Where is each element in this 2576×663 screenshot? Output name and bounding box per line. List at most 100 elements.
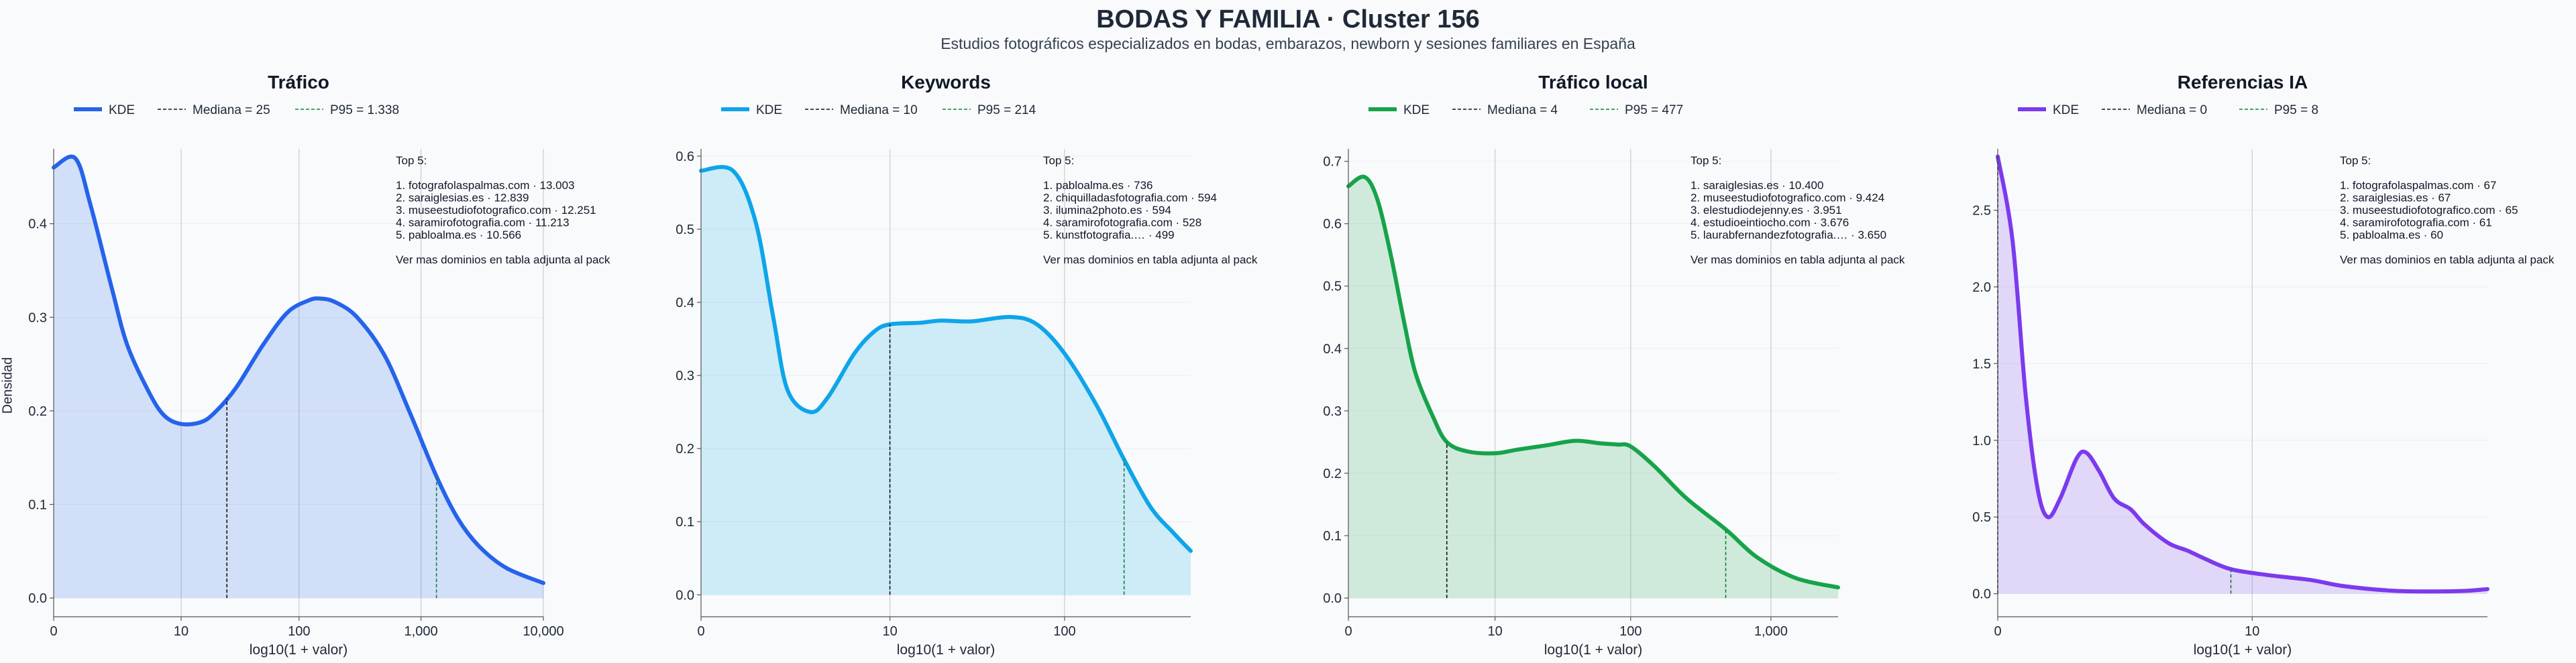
annotation-line: 4. saramirofotografia.com · 61 bbox=[2340, 217, 2492, 229]
y-tick-label: 0.4 bbox=[676, 296, 694, 310]
x-tick-label: 10 bbox=[1487, 624, 1502, 639]
y-tick-label: 0.4 bbox=[28, 217, 47, 232]
kde-area bbox=[54, 156, 543, 599]
legend: KDE Mediana = 0 P95 = 8 bbox=[2018, 103, 2318, 117]
x-axis-label: log10(1 + valor) bbox=[897, 642, 996, 658]
annotation-line: 3. museestudiofotografico.com · 12.251 bbox=[396, 204, 596, 217]
kde-area bbox=[1998, 156, 2487, 594]
annotation-line: Top 5: bbox=[1043, 154, 1074, 167]
kde-line bbox=[1346, 174, 1840, 590]
annotation-line: Ver mas dominios en tabla adjunta al pac… bbox=[2340, 253, 2555, 266]
x-tick-label: 10,000 bbox=[523, 624, 564, 639]
y-tick-label: 0.7 bbox=[1323, 155, 1342, 170]
annotation-line: 1. pabloalma.es · 736 bbox=[1043, 179, 1153, 192]
annotation-line: 5. pabloalma.es · 60 bbox=[2340, 229, 2443, 241]
x-axis-label: log10(1 + valor) bbox=[250, 642, 348, 658]
x-tick-label: 10 bbox=[174, 624, 189, 639]
y-tick-label: 0.1 bbox=[1323, 529, 1342, 544]
annotation-line: Ver mas dominios en tabla adjunta al pac… bbox=[396, 253, 610, 266]
x-tick-label: 1,000 bbox=[405, 624, 438, 639]
annotation-line: 5. pabloalma.es · 10.566 bbox=[396, 229, 521, 241]
y-tick-label: 0.2 bbox=[676, 442, 694, 457]
kde-line bbox=[52, 154, 545, 585]
y-tick-label: 0.1 bbox=[676, 515, 694, 530]
y-tick-label: 0.3 bbox=[1323, 404, 1342, 419]
chart-panel: 0.0 0.1 0.2 0.3 0.4 0.5 0.6 0 10 100 log10(1 + val… bbox=[676, 72, 1258, 658]
legend-p95-label: P95 = 1.338 bbox=[330, 103, 399, 117]
legend-kde-label: KDE bbox=[756, 103, 782, 117]
annotation-line: Ver mas dominios en tabla adjunta al pac… bbox=[1690, 253, 1905, 266]
y-tick-label: 0.0 bbox=[28, 591, 47, 606]
chart-title: Tráfico local bbox=[1538, 72, 1648, 93]
legend-kde-label: KDE bbox=[109, 103, 135, 117]
annotation-line: 1. fotografolaspalmas.com · 13.003 bbox=[396, 179, 574, 192]
annotation-line: 4. estudioeintiocho.com · 3.676 bbox=[1690, 217, 1849, 229]
legend-p95-label: P95 = 214 bbox=[977, 103, 1036, 117]
chart-panel: 0.0 0.1 0.2 0.3 0.4 0.5 0.6 0.7 0 10 100 1,000 log10… bbox=[1323, 72, 1905, 658]
x-tick-label: 0 bbox=[1994, 624, 2001, 639]
annotation-line: 5. kunstfotografia.… · 499 bbox=[1043, 229, 1175, 241]
chart-title: Keywords bbox=[901, 72, 991, 93]
legend-p95-label: P95 = 8 bbox=[2274, 103, 2318, 117]
y-tick-label: 0.5 bbox=[1972, 510, 1991, 525]
y-tick-label: 0.5 bbox=[676, 223, 694, 237]
annotation-line: Ver mas dominios en tabla adjunta al pac… bbox=[1043, 253, 1258, 266]
kde-area bbox=[1348, 176, 1838, 599]
x-axis-label: log10(1 + valor) bbox=[1544, 642, 1643, 658]
y-tick-label: 0.4 bbox=[1323, 342, 1342, 357]
kde-line bbox=[1996, 154, 2489, 594]
annotation-line: 2. saraiglesias.es · 67 bbox=[2340, 192, 2451, 204]
figure-subtitle: Estudios fotográficos especializados en … bbox=[941, 35, 1635, 52]
legend: KDE Mediana = 10 P95 = 214 bbox=[721, 103, 1036, 117]
annotation-line: 4. saramirofotografia.com · 11.213 bbox=[396, 217, 570, 229]
kde-line bbox=[699, 165, 1193, 553]
chart-title: Tráfico bbox=[268, 72, 329, 93]
x-tick-label: 0 bbox=[1344, 624, 1352, 639]
legend-median-label: Mediana = 4 bbox=[1487, 103, 1558, 117]
legend: KDE Mediana = 25 P95 = 1.338 bbox=[74, 103, 399, 117]
annotation-line: 5. laurabfernandezfotografia.… · 3.650 bbox=[1690, 229, 1886, 241]
y-tick-label: 1.5 bbox=[1972, 357, 1991, 371]
x-tick-label: 100 bbox=[1053, 624, 1075, 639]
x-tick-label: 10 bbox=[882, 624, 897, 639]
annotation-line: 1. saraiglesias.es · 10.400 bbox=[1690, 179, 1823, 192]
annotation-line: 1. fotografolaspalmas.com · 67 bbox=[2340, 179, 2496, 192]
x-tick-label: 1,000 bbox=[1754, 624, 1788, 639]
x-tick-label: 0 bbox=[50, 624, 57, 639]
legend-kde-label: KDE bbox=[1403, 103, 1430, 117]
legend-p95-label: P95 = 477 bbox=[1625, 103, 1683, 117]
annotation-line: Top 5: bbox=[1690, 154, 1721, 167]
y-tick-label: 0.6 bbox=[676, 149, 694, 164]
y-tick-label: 0.3 bbox=[28, 310, 47, 325]
y-tick-label: 0.0 bbox=[1323, 591, 1342, 606]
x-axis-label: log10(1 + valor) bbox=[2194, 642, 2292, 658]
annotation-line: 3. elestudiodejenny.es · 3.951 bbox=[1690, 204, 1842, 217]
annotation-line: Top 5: bbox=[2340, 154, 2371, 167]
chart-title: Referencias IA bbox=[2178, 72, 2308, 93]
y-tick-label: 0.2 bbox=[28, 404, 47, 419]
annotation-line: 2. chiquilladasfotografia.com · 594 bbox=[1043, 192, 1217, 204]
x-tick-label: 100 bbox=[288, 624, 310, 639]
y-tick-label: 2.5 bbox=[1972, 204, 1991, 219]
legend-median-label: Mediana = 0 bbox=[2137, 103, 2207, 117]
annotation-line: Top 5: bbox=[396, 154, 427, 167]
legend: KDE Mediana = 4 P95 = 477 bbox=[1368, 103, 1683, 117]
y-tick-label: 1.0 bbox=[1972, 434, 1991, 448]
chart-panel: 0.0 0.5 1.0 1.5 2.0 2.5 0 10 log10(1 + valor) Ref… bbox=[1972, 72, 2555, 658]
kde-area bbox=[701, 167, 1191, 595]
y-tick-label: 2.0 bbox=[1972, 280, 1991, 295]
legend-median-label: Mediana = 10 bbox=[840, 103, 918, 117]
figure-title: BODAS Y FAMILIA · Cluster 156 bbox=[1096, 5, 1480, 34]
legend-median-label: Mediana = 25 bbox=[193, 103, 270, 117]
top5-annotation: Top 5: 1. fotografolaspalmas.com · 13.003… bbox=[396, 154, 610, 266]
y-tick-label: 0.5 bbox=[1323, 280, 1342, 294]
annotation-line: 2. museestudiofotografico.com · 9.424 bbox=[1690, 192, 1884, 204]
x-tick-label: 10 bbox=[2245, 624, 2259, 639]
chart-panel: 0.0 0.1 0.2 0.3 0.4 0 10 100 1,000 10,000 log10(1 … bbox=[28, 72, 610, 658]
y-tick-label: 0.0 bbox=[676, 588, 694, 603]
y-tick-label: 0.2 bbox=[1323, 467, 1342, 481]
annotation-line: 3. ilumina2photo.es · 594 bbox=[1043, 204, 1171, 217]
